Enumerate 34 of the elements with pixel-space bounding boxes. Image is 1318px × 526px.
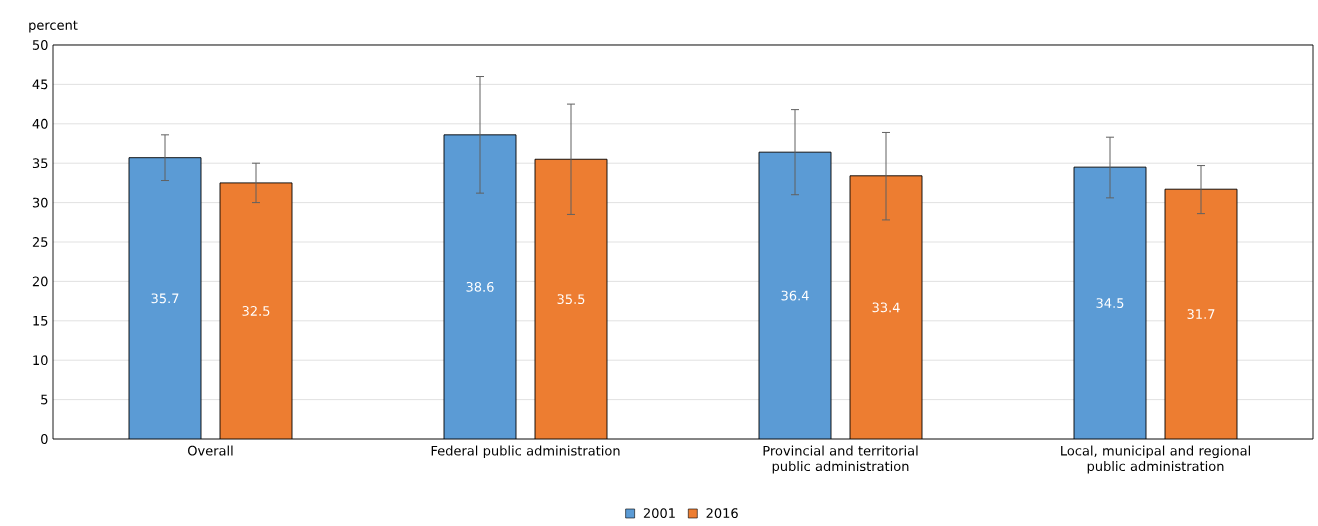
- data-label: 31.7: [1187, 309, 1215, 320]
- y-tick-label: 0: [41, 434, 48, 444]
- y-tick-label: 50: [32, 40, 48, 50]
- data-label: 35.5: [557, 294, 585, 305]
- x-tick-label: Federal public administration: [431, 445, 620, 459]
- data-label: 33.4: [872, 302, 900, 313]
- data-label: 38.6: [466, 281, 494, 292]
- x-tick-label: Provincial and territorial public administration: [763, 445, 918, 474]
- y-tick-label: 30: [32, 197, 48, 208]
- bar: [443, 134, 517, 439]
- data-label: 35.7: [151, 293, 179, 304]
- data-label: 34.5: [1096, 298, 1124, 308]
- y-tick-label: 10: [33, 355, 48, 366]
- y-tick-label: 45: [32, 79, 48, 90]
- y-tick-label: 40: [32, 118, 48, 129]
- y-tick-label: 20: [32, 276, 48, 287]
- y-axis-title: percent: [29, 20, 78, 33]
- bar: [1164, 188, 1238, 439]
- bar: [758, 151, 832, 439]
- bar: [849, 175, 923, 439]
- bar: [534, 158, 608, 439]
- y-tick-label: 5: [41, 394, 48, 405]
- data-label: 32.5: [242, 306, 270, 316]
- legend-label: 2001: [643, 508, 675, 519]
- y-tick-label: 25: [32, 237, 48, 247]
- bar: [1073, 166, 1147, 439]
- bar: [128, 157, 202, 439]
- bar: [219, 182, 293, 439]
- y-tick-label: 35: [32, 158, 48, 169]
- y-tick-label: 15: [33, 315, 48, 326]
- x-tick-label: Overall: [188, 445, 233, 456]
- data-label: 36.4: [781, 290, 809, 301]
- legend-label: 2016: [706, 508, 738, 519]
- x-tick-label: Local, municipal and regional public administration: [1061, 445, 1250, 474]
